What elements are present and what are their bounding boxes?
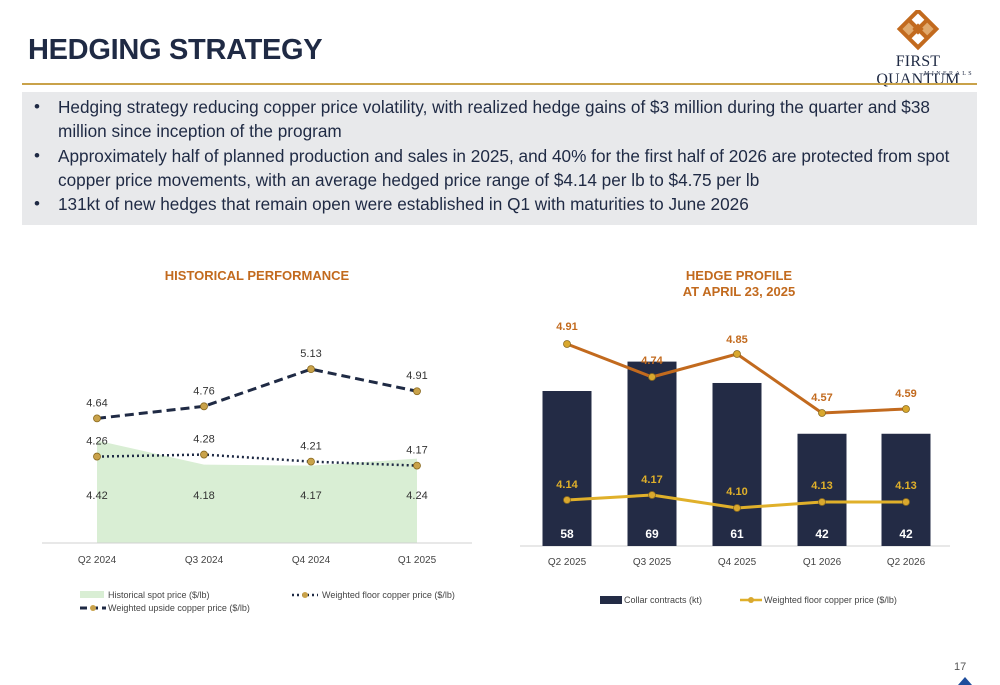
collar-bar (881, 433, 931, 546)
upside-price-label: 5.13 (300, 348, 321, 360)
upside-price-point (902, 405, 910, 413)
x-tick-label: Q3 2024 (185, 555, 224, 566)
logo-subtitle: MINERALS (924, 71, 974, 77)
upside-price-label: 4.85 (726, 334, 747, 346)
spot-price-label: 4.24 (406, 490, 427, 502)
collar-bar (712, 382, 762, 546)
bullet-icon: • (34, 97, 40, 116)
bullet-list: • Hedging strategy reducing copper price … (22, 92, 977, 216)
bullet-icon: • (34, 145, 40, 165)
floor-price-point (307, 457, 315, 466)
upside-price-point (93, 414, 101, 423)
x-tick-label: Q2 2026 (887, 557, 926, 568)
upside-price-point (307, 365, 315, 374)
bullet-icon: • (34, 194, 40, 214)
upside-price-point (563, 340, 571, 348)
upside-price-label: 4.91 (556, 321, 577, 333)
legend-label-collar: Collar contracts (kt) (624, 595, 702, 605)
floor-price-label: 4.17 (406, 445, 427, 457)
upside-price-label: 4.74 (641, 355, 663, 367)
legend-label-spot: Historical spot price ($/lb) (108, 590, 210, 600)
spot-price-label: 4.18 (193, 490, 214, 502)
legend-swatch-spot (80, 591, 104, 598)
legend-marker-upside (90, 605, 96, 611)
hedge-chart-title-line1: HEDGE PROFILE (685, 268, 793, 283)
floor-price-label: 4.28 (193, 434, 214, 446)
upside-price-point (818, 409, 826, 417)
floor-price-label: 4.26 (86, 436, 107, 448)
floor-price-label: 4.10 (726, 486, 747, 498)
hedge-chart-title: HEDGE PROFILE AT APRIL 23, 2025 (589, 268, 889, 300)
upside-price-label: 4.91 (406, 370, 427, 382)
chart-legend: Historical spot price ($/lb) Weighted flo… (80, 590, 455, 613)
bullet-item: • Approximately half of planned productio… (32, 144, 967, 193)
collar-bar-label: 69 (645, 527, 659, 541)
legend-label-upside: Weighted upside copper price ($/lb) (108, 603, 250, 613)
floor-price-point (902, 498, 910, 506)
collar-bar-label: 42 (815, 527, 829, 541)
floor-price-point (200, 450, 208, 459)
floor-price-point (818, 498, 826, 506)
upside-price-point (648, 373, 656, 381)
bullet-text: Hedging strategy reducing copper price v… (58, 97, 930, 142)
historical-performance-chart: 4.26 4.28 4.21 4.17 4.64 4.76 5.13 4.91 4.42 4.18… (42, 348, 472, 613)
bullet-text: Approximately half of planned production… (58, 145, 950, 190)
floor-price-point (733, 504, 741, 512)
collar-bar (627, 361, 677, 546)
x-tick-label: Q1 2025 (398, 555, 437, 566)
title-divider (22, 83, 977, 85)
upside-price-point (200, 402, 208, 411)
spot-price-area (97, 440, 417, 543)
diamond-logo-icon (896, 7, 940, 51)
floor-price-label: 4.21 (300, 441, 321, 453)
spot-price-label: 4.42 (86, 490, 107, 502)
collar-bar (797, 433, 847, 546)
page-title: HEDGING STRATEGY (28, 34, 323, 66)
x-tick-label: Q1 2026 (803, 557, 842, 568)
x-tick-label: Q3 2025 (633, 557, 672, 568)
chart-legend: Collar contracts (kt) Weighted floor copp… (600, 595, 897, 605)
page-number: 17 (954, 661, 967, 673)
legend-marker-floor (302, 592, 308, 598)
legend-label-floor: Weighted floor copper price ($/lb) (322, 590, 455, 600)
floor-price-point (93, 452, 101, 461)
upside-price-line (96, 367, 418, 420)
legend-swatch-collar (600, 596, 622, 604)
upside-price-label: 4.57 (811, 392, 832, 404)
historical-chart-title: HISTORICAL PERFORMANCE (164, 268, 350, 283)
company-logo: FIRST QUANTUM MINERALS (858, 7, 978, 88)
floor-price-line (96, 453, 418, 467)
upside-price-label: 4.64 (86, 397, 107, 409)
bullet-item: • Hedging strategy reducing copper price … (32, 95, 967, 144)
nav-up-arrow-icon[interactable] (958, 677, 972, 685)
upside-price-point (413, 387, 421, 396)
bullet-text: 131kt of new hedges that remain open wer… (58, 194, 749, 215)
floor-price-label: 4.17 (641, 474, 662, 486)
x-tick-label: Q2 2024 (78, 555, 117, 566)
collar-bar (542, 391, 592, 546)
bullet-item: • 131kt of new hedges that remain open we… (32, 192, 967, 216)
spot-price-label: 4.17 (300, 490, 321, 502)
upside-price-point (733, 350, 741, 358)
legend-marker-floor (748, 597, 754, 603)
collar-bar-label: 58 (560, 527, 574, 541)
x-tick-label: Q4 2025 (718, 557, 757, 568)
upside-price-label: 4.76 (193, 385, 214, 397)
summary-box: • Hedging strategy reducing copper price … (22, 92, 977, 225)
floor-price-point (413, 461, 421, 470)
x-tick-label: Q4 2024 (292, 555, 331, 566)
upside-price-label: 4.59 (895, 388, 916, 400)
collar-bar-label: 61 (730, 527, 744, 541)
floor-price-label: 4.13 (895, 480, 916, 492)
legend-label-floor: Weighted floor copper price ($/lb) (764, 595, 897, 605)
hedge-profile-chart: 58 69 61 42 42 4.91 4.74 4.85 4.57 4.59 4.14 4.17 4.… (520, 321, 950, 605)
floor-price-point (648, 491, 656, 499)
floor-price-point (563, 496, 571, 504)
floor-price-label: 4.13 (811, 480, 832, 492)
hedge-chart-subtitle: AT APRIL 23, 2025 (682, 284, 796, 299)
collar-bar-label: 42 (899, 527, 913, 541)
x-tick-label: Q2 2025 (548, 557, 587, 568)
floor-price-label: 4.14 (556, 479, 578, 491)
